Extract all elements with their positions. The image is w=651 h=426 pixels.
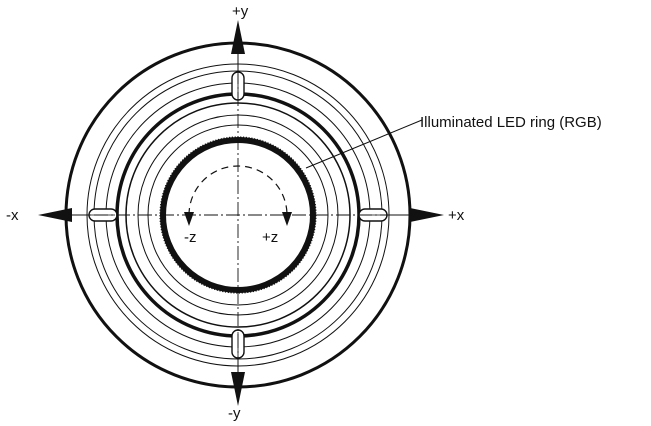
pos-x-arrow: [410, 208, 444, 222]
z-arc-path: [188, 165, 288, 216]
z-rotation-arc: [188, 165, 288, 216]
neg-x-arrow: [38, 208, 72, 222]
pos-y-label: +y: [232, 3, 249, 20]
z-rotation-arrowheads: [184, 212, 292, 226]
neg-x-label: -x: [6, 207, 19, 224]
pos-z-arrowhead: [282, 212, 292, 226]
neg-z-arrowhead: [184, 212, 194, 226]
led-ring-callout-label: Illuminated LED ring (RGB): [420, 114, 602, 131]
slot-notches: [88, 71, 388, 359]
callout-leader: [305, 119, 423, 169]
axis-arrows: [38, 20, 444, 406]
neg-z-label: -z: [184, 229, 197, 246]
center-lines: [72, 48, 404, 382]
pos-y-arrow: [231, 20, 245, 54]
neg-y-arrow: [231, 372, 245, 406]
neg-y-label: -y: [228, 405, 241, 421]
pos-x-label: +x: [448, 207, 465, 224]
pos-z-label: +z: [262, 229, 278, 246]
